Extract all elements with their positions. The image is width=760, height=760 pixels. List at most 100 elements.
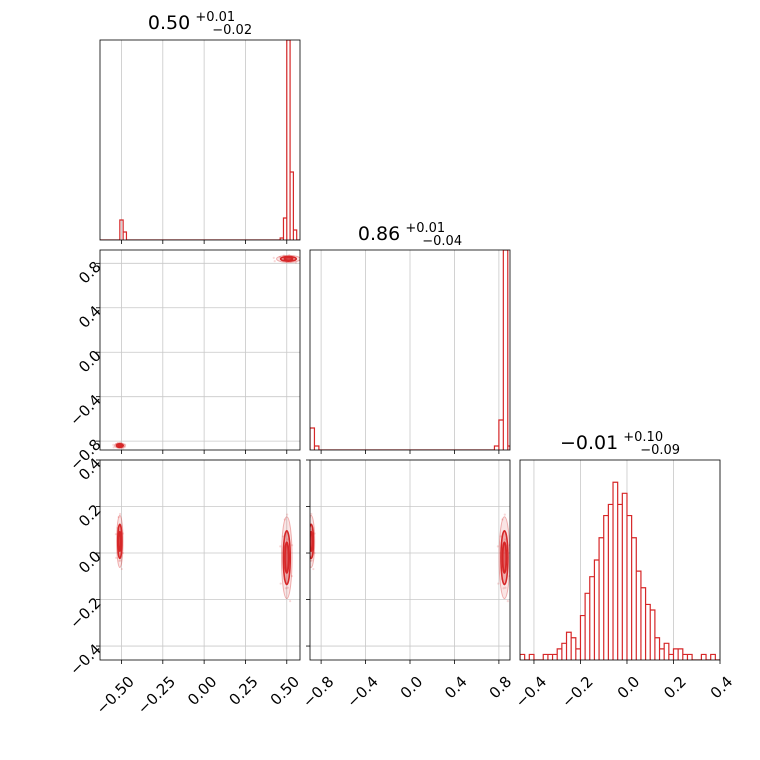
scatter-3-1-cluster-1-sample-3 (120, 567, 123, 571)
hist-3-bin-7 (553, 654, 558, 660)
hist-3-xtick-label-3: 0.2 (660, 673, 690, 703)
scatter-3-2-cluster-0-sample-7 (501, 518, 504, 521)
panel-scatter-3-2: −0.8 −0.4 0.0 0.4 0.8 (299, 459, 515, 711)
scatter-2-1-cluster-0-inner-level (283, 256, 294, 262)
scatter-3-2-cluster-0-sample-6 (502, 587, 505, 590)
scatter-3-1-cluster-1-sample-8 (121, 552, 125, 555)
scatter-3-1-cluster-0-sample-7 (283, 518, 286, 521)
hist-3-bin-41 (711, 654, 716, 660)
hist-3-step-outline (520, 481, 720, 660)
scatter-2-1-frame (99, 249, 301, 451)
scatter-3-1-grid (100, 459, 300, 660)
hist-3-xtick-label-2: 0.0 (614, 673, 644, 703)
hist-2-bin-4 (503, 250, 507, 450)
scatter-3-2-xtick-label-0: −0.8 (299, 673, 337, 711)
hist-2-bin-3 (499, 420, 503, 450)
hist-3-xtick-label-0: −0.4 (512, 673, 550, 711)
hist-3-bin-27 (646, 604, 651, 660)
scatter-3-1-xtick-label-3: 0.25 (225, 673, 261, 709)
hist-1-marks (100, 40, 300, 240)
hist-3-bin-36 (687, 654, 692, 660)
hist-2-bin-2 (494, 446, 498, 450)
hist-3-xtick-label-4: 0.4 (707, 673, 737, 703)
scatter-3-2-cluster-0-inner-level (501, 541, 508, 574)
panel-hist-1: 0.50 +0.01 −0.02 (99, 6, 301, 244)
hist-2-ticks (320, 450, 500, 454)
scatter-2-1-cluster-0-sample-9 (273, 260, 276, 263)
hist-3-bin-26 (641, 588, 646, 660)
scatter-3-2-cluster-1-sample-8 (313, 552, 316, 555)
scatter-3-2-cluster-1-sample-2 (310, 512, 313, 516)
scatter-3-1-ticks: −0.50−0.25 0.00 0.25 0.50−0.4−0.20.00.20.4 (66, 454, 303, 717)
hist-3-bin-8 (557, 649, 562, 660)
scatter-3-1-cluster-0-sample-6 (284, 587, 288, 590)
hist-3-bin-23 (627, 516, 632, 660)
panel-hist-3: −0.4 −0.2 0.0 0.2 0.4 −0.01 +0.10 −0.09 (512, 426, 737, 711)
scatter-3-1-xtick-label-2: 0.00 (184, 673, 220, 709)
hist-3-bin-14 (585, 593, 590, 660)
hist-3-bin-30 (660, 649, 665, 660)
hist-3-bin-21 (618, 504, 623, 660)
hist-3-bin-28 (650, 610, 655, 660)
hist-1-title-minus: −0.02 (212, 23, 252, 38)
scatter-3-1-cluster-0-sample-2 (286, 513, 289, 516)
scatter-3-1-cluster-0-sample-8 (290, 574, 294, 578)
hist-1-bin-0 (120, 220, 123, 240)
hist-3-bin-12 (576, 649, 581, 660)
hist-3-title-plus: +0.10 (623, 430, 663, 445)
hist-1-step-outline (100, 40, 300, 240)
hist-3-bin-16 (594, 560, 599, 660)
hist-3-xtick-label-1: −0.2 (558, 673, 596, 711)
hist-3-bin-18 (604, 516, 609, 660)
scatter-3-1-cluster-1-sample-11 (119, 559, 122, 562)
scatter-2-1-cluster-1-sample-8 (123, 445, 127, 448)
hist-2-title: 0.86 +0.01 −0.04 (358, 217, 462, 249)
hist-3-marks (520, 481, 720, 660)
hist-3-bin-10 (567, 632, 572, 660)
scatter-2-1-cluster-1-sample-9 (112, 446, 115, 449)
hist-3-bin-13 (580, 616, 585, 660)
hist-3-bin-19 (608, 504, 613, 660)
hist-1-title: 0.50 +0.01 −0.02 (148, 6, 252, 38)
hist-2-bin-1 (314, 446, 318, 450)
hist-1-bin-6 (293, 230, 296, 240)
scatter-3-1-cluster-0-sample-4 (279, 545, 282, 548)
scatter-3-2-cluster-1-sample-6 (310, 559, 312, 562)
scatter-2-1-grid (100, 250, 300, 450)
hist-3-bin-34 (678, 649, 683, 660)
scatter-3-2-cluster-1-sample-3 (312, 567, 315, 571)
hist-1-frame (99, 39, 301, 241)
hist-3-bin-24 (632, 538, 637, 660)
scatter-3-1-cluster-0-inner-level (284, 541, 290, 574)
hist-3-title-median: −0.01 (560, 432, 618, 454)
scatter-3-1-marks (114, 512, 294, 603)
scatter-2-1-cluster-1-sample-4 (112, 443, 115, 446)
scatter-3-2-xtick-label-3: 0.4 (441, 673, 471, 703)
scatter-3-1-xtick-label-4: 0.50 (267, 673, 303, 709)
scatter-3-1-cluster-0-sample-9 (279, 582, 282, 585)
hist-3-bin-32 (669, 654, 674, 660)
hist-1-grid (121, 40, 288, 240)
scatter-3-2-cluster-1-inner-level (310, 530, 314, 553)
scatter-3-1-xtick-label-0: −0.50 (93, 673, 138, 718)
scatter-2-1-marks (112, 254, 300, 450)
scatter-3-2-cluster-0-sample-10 (504, 538, 507, 541)
panel-scatter-3-1: −0.50−0.25 0.00 0.25 0.50−0.4−0.20.00.20.4 (66, 454, 303, 717)
hist-3-bin-17 (599, 538, 604, 660)
hist-1-title-median: 0.50 (148, 12, 190, 34)
scatter-2-1-cluster-1-inner-level (117, 443, 123, 448)
scatter-3-1-xtick-label-1: −0.25 (134, 673, 179, 718)
hist-3-bin-33 (673, 649, 678, 660)
hist-3-title-minus: −0.09 (640, 443, 680, 458)
scatter-2-1-cluster-1-sample-13 (124, 443, 127, 446)
hist-3-bin-20 (613, 482, 618, 660)
scatter-3-2-cluster-0-sample-2 (503, 513, 506, 516)
hist-3-bin-5 (543, 654, 548, 660)
hist-3-bin-2 (529, 654, 534, 660)
hist-1-ticks (121, 240, 288, 244)
hist-3-bin-6 (548, 654, 553, 660)
scatter-3-1-cluster-1-sample-2 (118, 512, 122, 516)
hist-2-grid (320, 250, 500, 450)
hist-3-title: −0.01 +0.10 −0.09 (560, 426, 680, 458)
scatter-3-2-cluster-0-sample-11 (504, 586, 507, 589)
